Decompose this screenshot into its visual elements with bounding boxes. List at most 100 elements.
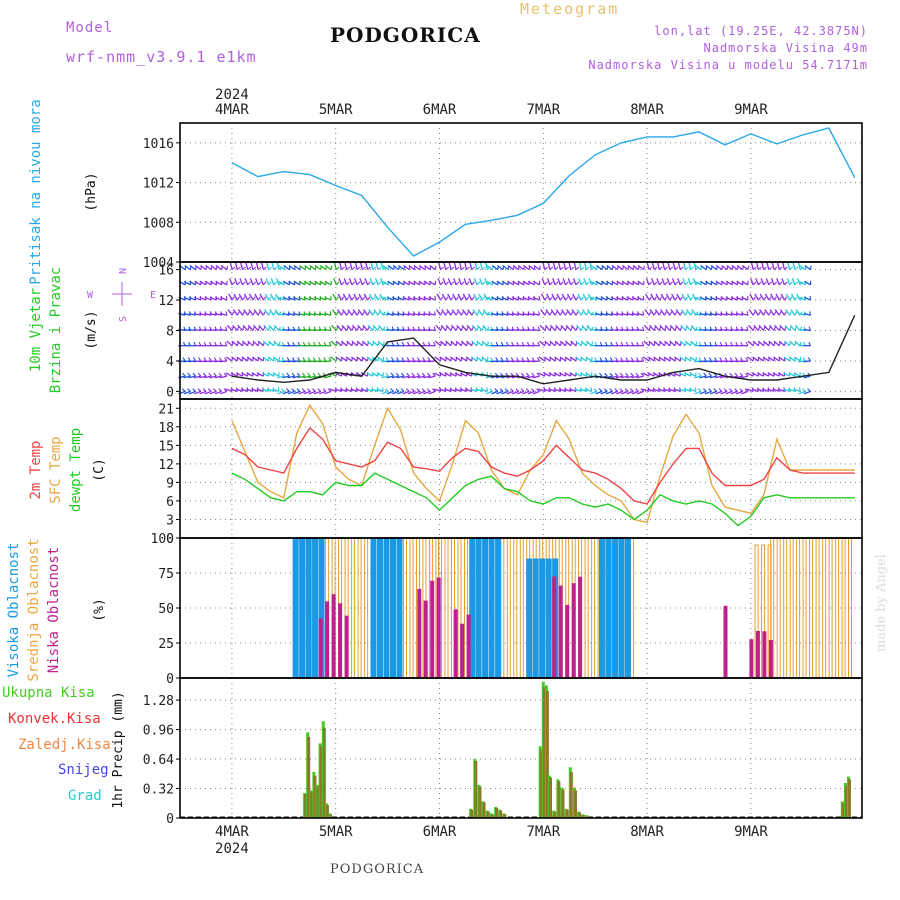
wind-barb-flag [559,281,564,286]
wind-barb-flag [744,372,749,377]
wind-barb [350,388,358,392]
wind-barb [262,356,269,362]
bottom-axis-day-label: 4MAR [215,824,249,840]
wind-barb-flag [537,326,541,331]
cloud-high-bar [545,558,552,679]
wind-ylabel-1: 10m Vjetar [28,288,44,372]
wind-barb-flag [273,311,277,316]
wind-barb-flag [570,311,574,316]
wind-barb [413,280,421,286]
wind-barb-flag [257,266,262,271]
wind-barb-flag [580,311,584,316]
wind-barb [349,262,353,270]
wind-barb [751,372,759,377]
cloud-mid-bar [519,537,524,679]
wind-barb [793,388,801,392]
wind-barb [686,293,692,301]
wind-barb-flag [664,326,667,331]
precip-conv-bar [542,687,546,818]
wind-barb [459,262,463,270]
wind-barb-flag [466,266,470,271]
wind-barb [441,293,447,301]
wind-barb [754,293,759,301]
wind-barb [484,278,489,286]
wind-barb [386,328,394,332]
wind-barb-flag [544,326,547,331]
wind-barb [449,388,457,392]
wind-barb [490,328,498,332]
wind-barb [540,293,546,301]
wind-barb-flag [685,281,689,286]
wind-barb [584,262,588,270]
wind-barb [589,328,597,332]
wind-barb-flag [746,311,749,316]
wind-barb-flag [778,311,782,316]
y-tick-label: 0 [166,385,174,400]
wind-barb [199,328,207,332]
wind-barb [303,296,311,301]
wind-barb [774,324,780,331]
wind-barb [605,296,613,301]
wind-barb-flag [192,388,196,392]
wind-barb [552,278,556,286]
wind-barb-flag [723,388,728,392]
wind-barb [438,388,446,392]
wind-barb [220,280,228,286]
wind-barb-flag [252,326,255,331]
wind-barb [566,293,572,301]
wind-barb [241,340,249,347]
wind-barb [616,280,624,286]
wind-barb-flag [664,281,668,286]
cloud-low-bar [466,614,471,679]
wind-barb [573,262,577,270]
wind-barb [324,296,332,301]
wind-barb-flag [789,296,793,301]
cloud-low-bar [318,618,323,679]
wind-barb [412,296,420,301]
wind-barb [479,278,483,286]
cloud-mid-bar [409,537,414,679]
wind-barb [764,309,770,316]
wind-barb-flag [307,357,311,362]
wind-barb-flag [356,266,361,271]
wind-barb [674,356,681,362]
wind-barb-flag [346,326,349,331]
wind-barb [567,278,572,286]
wind-barb [248,309,254,316]
wind-barb [595,296,603,301]
wind-barb [748,324,754,331]
wind-barb [576,324,582,331]
temp-ylabel-3: dewpt Temp [68,428,84,512]
wind-barb [278,264,285,271]
wind-barb-flag [461,266,465,271]
wind-barb [345,356,353,362]
wind-barb [397,328,405,332]
wind-barb-flag [802,357,806,362]
y-tick-label: 8 [166,325,174,340]
wind-barb [750,262,754,270]
wind-barb [288,264,296,271]
wind-barb-flag [481,326,485,331]
wind-barb [486,264,494,271]
wind-barb [730,390,738,395]
wind-barb-flag [203,372,207,377]
compass-w: W [87,290,94,301]
wind-barb [265,278,270,286]
wind-barb-flag [390,388,395,392]
cloud-mid-bar [802,537,807,679]
wind-barb-flag [648,311,652,316]
wind-barb [543,356,551,362]
wind-barb-flag [455,266,460,271]
wind-barb [798,296,806,301]
cloud-mid-bar [506,537,511,679]
wind-barb-flag [301,388,306,392]
wind-barb [636,360,644,363]
wind-barb [663,356,671,362]
wind-barb [215,280,222,286]
wind-barb [407,390,415,395]
wind-barb [282,390,290,395]
wind-barb [611,280,619,286]
wind-barb-flag [575,326,579,331]
cloud-low-bar [565,605,570,679]
wind-barb-flag [580,281,585,286]
